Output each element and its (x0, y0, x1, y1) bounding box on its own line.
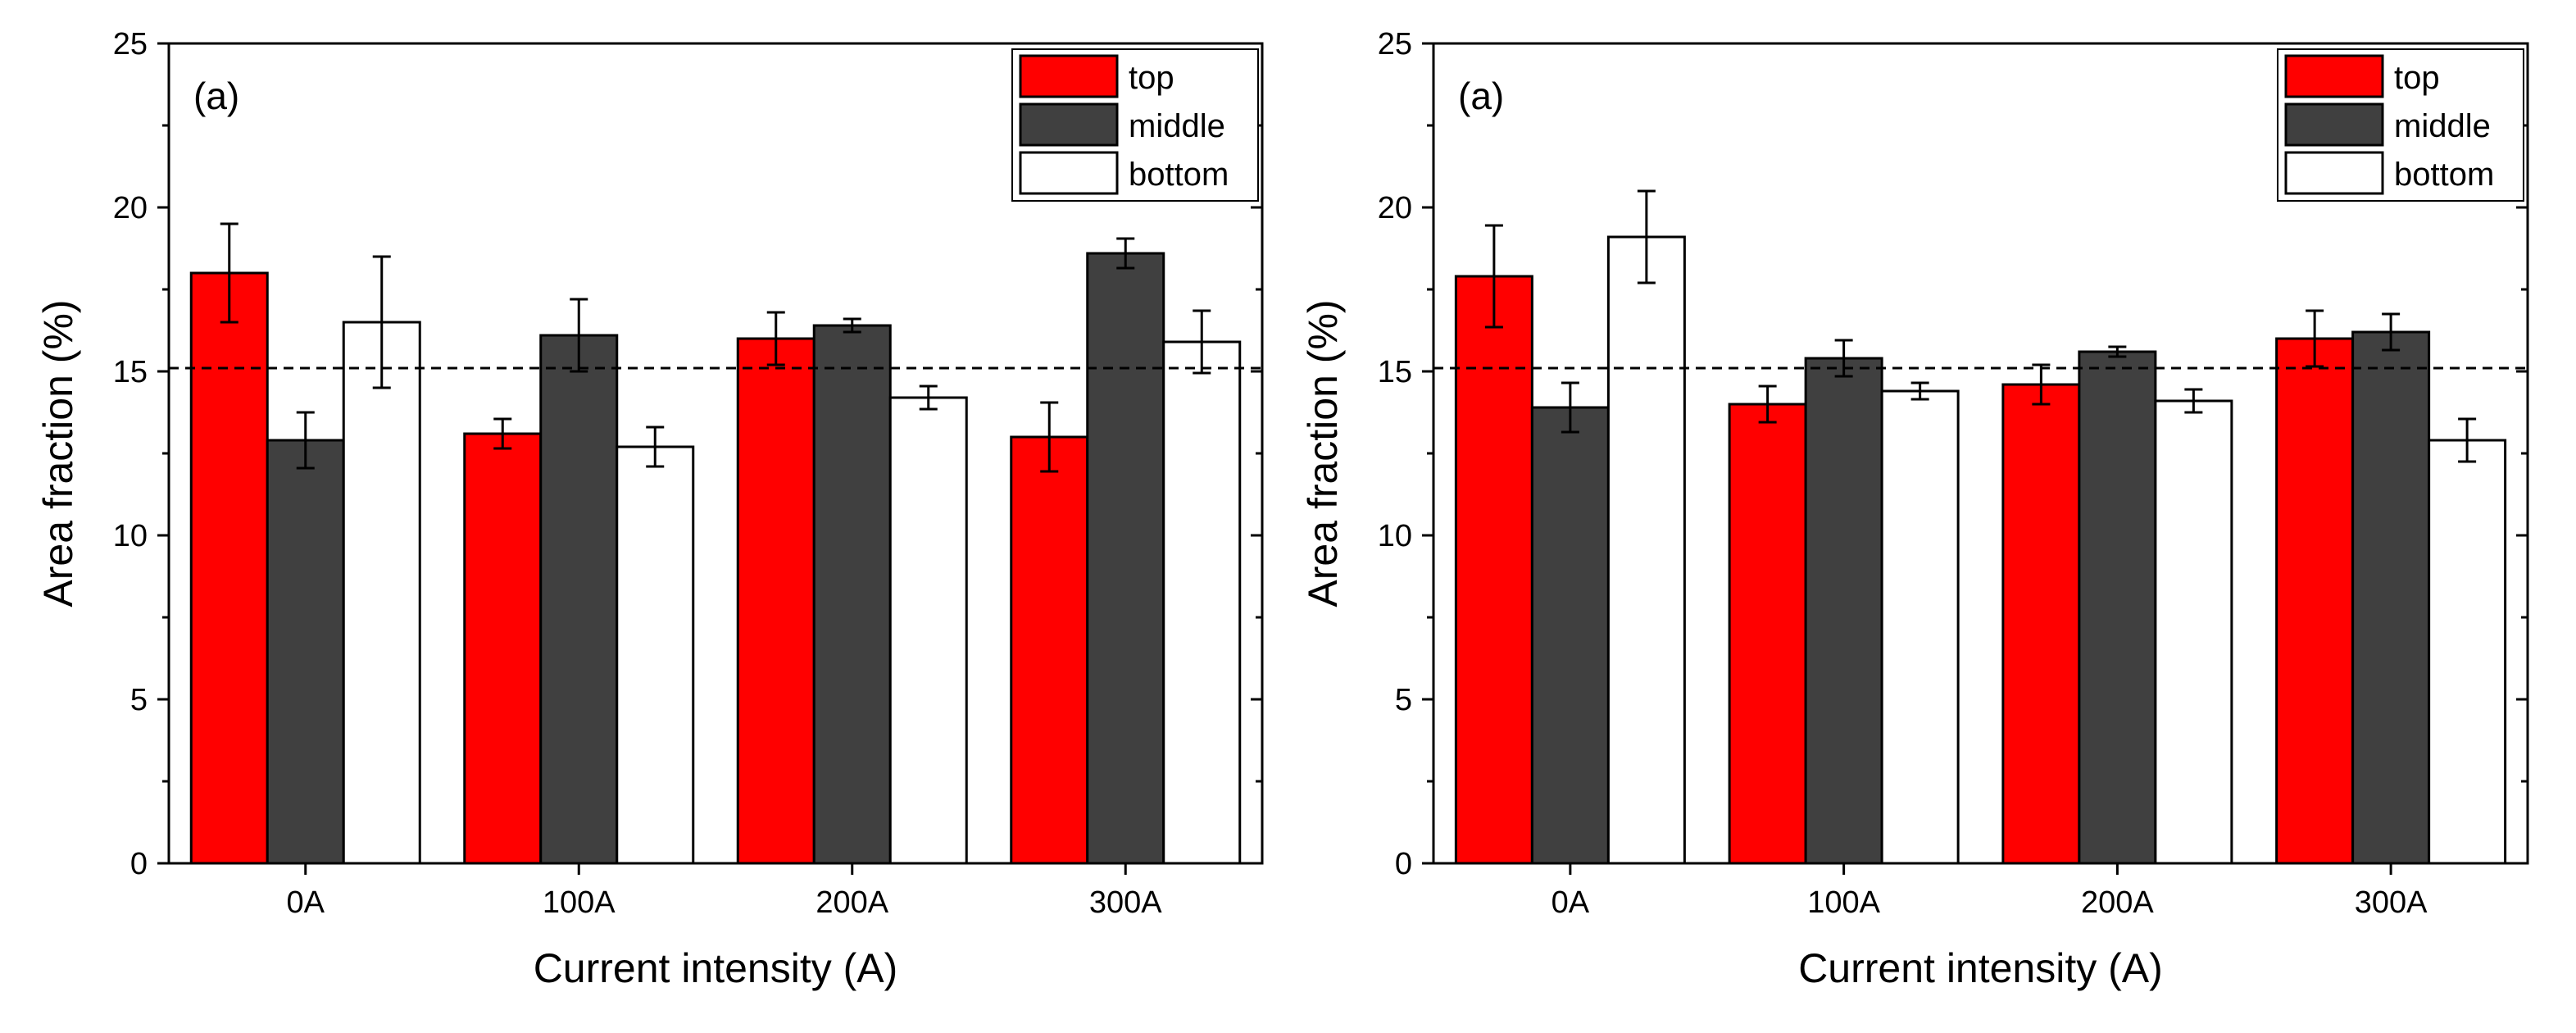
legend-swatch-middle (1019, 102, 1119, 147)
panel-right: 0A 100A 200A 300A 0 5 10 15 20 25 Current intensit… (1300, 27, 2529, 991)
y-tick-label: 20 (1378, 191, 1412, 225)
legend-swatch-middle (2284, 102, 2384, 147)
bar-middle-100A (1804, 357, 1883, 865)
y-axis-title: Area fraction (%) (1300, 299, 1346, 607)
x-tick-label: 300A (2355, 885, 2428, 920)
bar-bottom-100A (616, 445, 695, 865)
bar-top-200A (2001, 383, 2081, 865)
y-tick-label: 5 (130, 683, 148, 717)
legend-swatch-top (1019, 54, 1119, 98)
legend-swatch-bottom (1019, 151, 1119, 195)
bar-top-300A (2275, 337, 2355, 865)
legend-swatch-top (2284, 54, 2384, 98)
y-tick-label: 25 (113, 27, 148, 61)
y-tick-label: 0 (1395, 847, 1412, 881)
panel-label: (a) (1458, 75, 1504, 117)
y-axis-title: Area fraction (%) (35, 299, 81, 607)
y-tick-label: 10 (1378, 519, 1412, 553)
x-tick-label: 100A (1807, 885, 1880, 920)
bar-middle-0A (266, 439, 345, 865)
plot-frame (167, 42, 1264, 865)
plot-frame (1432, 42, 2529, 865)
bar-middle-300A (1086, 252, 1165, 865)
bar-bottom-200A (2154, 399, 2233, 865)
bar-top-0A (189, 271, 269, 865)
bar-top-200A (736, 337, 816, 865)
x-axis-title: Current intensity (A) (534, 945, 898, 991)
legend-swatch-bottom (2284, 151, 2384, 195)
bar-top-100A (1728, 403, 1807, 865)
bar-bottom-0A (342, 321, 421, 865)
bar-bottom-300A (2428, 439, 2507, 865)
legend-label-bottom: bottom (2394, 157, 2494, 193)
x-tick-label: 100A (543, 885, 616, 920)
bar-middle-300A (2351, 330, 2431, 865)
panel-left: 0A 100A 200A 300A 0 5 10 15 20 25 Current intensit… (35, 27, 1264, 991)
bar-middle-200A (812, 324, 892, 865)
bar-top-100A (463, 432, 543, 865)
bar-bottom-0A (1606, 235, 1686, 865)
y-tick-label: 10 (113, 519, 148, 553)
x-tick-label: 200A (816, 885, 888, 920)
bar-middle-0A (1530, 406, 1610, 865)
bar-top-0A (1454, 275, 1533, 865)
bar-bottom-300A (1162, 340, 1242, 865)
x-tick-label: 0A (1552, 885, 1590, 920)
bar-middle-100A (539, 334, 619, 865)
x-tick-label: 200A (2081, 885, 2154, 920)
y-tick-label: 20 (113, 191, 148, 225)
y-tick-label: 5 (1395, 683, 1412, 717)
legend-label-top: top (2394, 60, 2440, 96)
y-tick-label: 15 (113, 355, 148, 389)
x-axis-title: Current intensity (A) (1798, 945, 2163, 991)
x-tick-label: 0A (287, 885, 325, 920)
legend-label-bottom: bottom (1129, 157, 1229, 193)
y-tick-label: 25 (1378, 27, 1412, 61)
bar-top-300A (1010, 435, 1089, 865)
legend-label-middle: middle (2394, 108, 2491, 144)
legend-label-top: top (1129, 60, 1174, 96)
legend-label-middle: middle (1129, 108, 1225, 144)
bar-middle-200A (2078, 350, 2157, 865)
y-tick-label: 15 (1378, 355, 1412, 389)
x-tick-label: 300A (1089, 885, 1162, 920)
bar-bottom-100A (1880, 389, 1960, 865)
bar-bottom-200A (888, 396, 968, 865)
panel-label: (a) (193, 75, 239, 117)
y-tick-label: 0 (130, 847, 148, 881)
